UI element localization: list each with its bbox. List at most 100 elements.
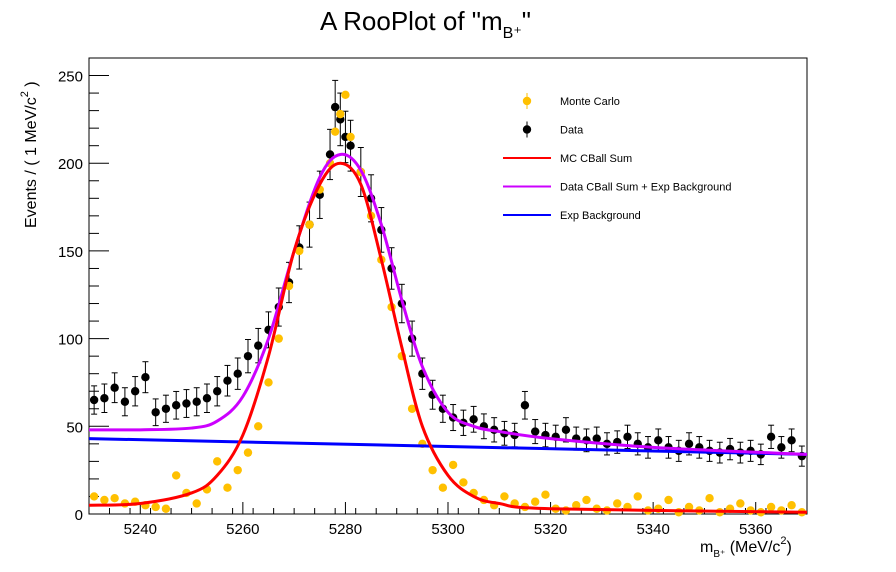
data-point (777, 443, 786, 452)
monte-carlo-point (705, 494, 714, 503)
legend-label: Monte Carlo (560, 96, 620, 108)
x-tick-label: 5340 (636, 521, 669, 538)
legend-label: Exp Background (560, 210, 641, 222)
monte-carlo-point (330, 127, 340, 136)
x-axis-label-sub: B⁺ (713, 549, 725, 560)
monte-carlo-point (582, 495, 591, 505)
data-point (182, 399, 191, 408)
monte-carlo-point (89, 492, 99, 501)
chart-title-main: A RooPlot of "m (320, 6, 503, 36)
data-point (120, 397, 130, 406)
data-point (110, 383, 119, 392)
data-point (787, 436, 796, 445)
data-point (141, 373, 150, 382)
monte-carlo-point (295, 246, 304, 256)
axis-ticks: 5240 5260 5280 5300 5320 5340 5360 0 50 100 150 200… (58, 57, 808, 538)
monte-carlo-point (110, 494, 119, 503)
x-tick-label: 5280 (329, 521, 362, 538)
monte-carlo-point (274, 334, 283, 343)
y-tick-label: 100 (58, 332, 83, 349)
monte-carlo-point (100, 495, 109, 505)
monte-carlo-point (684, 502, 694, 512)
monte-carlo-point (407, 404, 417, 413)
monte-carlo-point (161, 504, 171, 513)
monte-carlo-point (541, 490, 550, 499)
data-point (325, 150, 335, 159)
data-point (520, 401, 530, 410)
y-axis-label-end: ) (23, 81, 40, 91)
legend-label: Data (560, 125, 584, 137)
y-tick-label: 200 (58, 156, 83, 173)
data-point (192, 397, 201, 406)
data-point (130, 387, 140, 396)
y-tick-label: 150 (58, 244, 83, 261)
monte-carlo-point (664, 495, 673, 505)
monte-carlo-point (500, 492, 509, 501)
data-cball-sum-exp-background-curve (88, 152, 808, 456)
legend-marker-monte-carlo (522, 96, 532, 106)
monte-carlo-point (223, 483, 232, 492)
monte-carlo-point (192, 499, 201, 508)
mc-cball-sum-curve (88, 161, 808, 514)
data-point (233, 369, 242, 378)
monte-carlo-point (171, 471, 181, 480)
data-point (469, 415, 478, 424)
data-point (623, 432, 632, 442)
monte-carlo-point (233, 465, 242, 475)
monte-carlo-point (264, 378, 273, 387)
x-axis-label-end: ) (787, 539, 792, 556)
monte-carlo-point (243, 448, 253, 457)
y-axis-label: Events / ( 1 MeV/c2 ) (19, 81, 40, 228)
data-point (254, 341, 263, 350)
data-point (766, 432, 776, 442)
x-tick-label: 5300 (431, 521, 464, 538)
y-axis-label-sup: 2 (19, 91, 31, 97)
x-axis-label-main: m (700, 539, 713, 556)
data-point (346, 141, 355, 150)
monte-carlo-point (572, 501, 581, 510)
x-tick-label: 5320 (534, 521, 567, 538)
y-tick-label: 50 (66, 419, 83, 436)
monte-carlo-point (213, 457, 222, 466)
data-point (592, 434, 601, 443)
y-axis-label-main: Events / ( 1 MeV/c (23, 97, 40, 228)
monte-carlo-point (459, 478, 468, 487)
data-point (561, 425, 571, 435)
monte-carlo-point (448, 460, 458, 470)
data-point (223, 376, 232, 385)
monte-carlo-point (530, 497, 540, 506)
data-point (330, 102, 340, 112)
legend-label: MC CBall Sum (560, 153, 632, 165)
chart-title: A RooPlot of "mB⁺" (320, 6, 531, 42)
x-tick-label: 5240 (124, 521, 157, 538)
monte-carlo-point (613, 499, 622, 508)
data-point (89, 395, 99, 405)
monte-carlo-point (787, 501, 796, 510)
legend-label: Data CBall Sum + Exp Background (560, 182, 732, 194)
monte-carlo-point (151, 502, 160, 512)
monte-carlo-point (766, 502, 776, 512)
fit-curves (88, 152, 808, 514)
chart-title-sub: B⁺ (503, 25, 522, 42)
y-tick-label: 0 (75, 507, 83, 524)
monte-carlo-point (341, 90, 350, 100)
data-point (171, 401, 181, 410)
x-axis-label-rest: (MeV/c (725, 539, 780, 556)
data-point (684, 439, 694, 449)
data-point (202, 394, 212, 403)
monte-carlo-point (336, 109, 345, 119)
monte-carlo-point (736, 499, 745, 508)
data-point (213, 387, 222, 396)
chart-title-end: " (522, 6, 531, 36)
monte-carlo-point (254, 422, 263, 431)
monte-carlo-point (346, 132, 355, 142)
legend: Monte Carlo Data MC CBall Sum Data CBall Su… (503, 93, 732, 222)
monte-carlo-point (305, 220, 314, 229)
data-point (243, 351, 253, 361)
data-point (530, 427, 540, 436)
x-axis-label-sup: 2 (780, 535, 786, 547)
x-tick-label: 5360 (739, 521, 772, 538)
x-tick-label: 5260 (226, 521, 259, 538)
legend-marker-data (522, 125, 532, 134)
